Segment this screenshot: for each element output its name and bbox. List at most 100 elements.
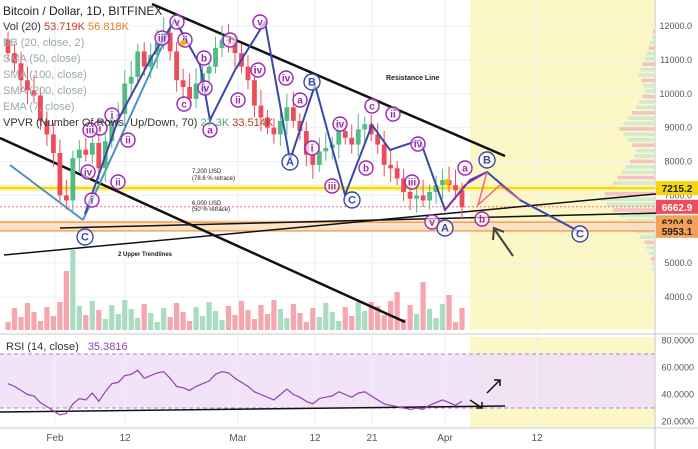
candle-body-19 [128, 76, 134, 84]
candle-body-13 [89, 142, 95, 155]
indicator-sma50[interactable]: SMA (50, close) [3, 53, 81, 65]
candle-body-2 [18, 63, 24, 81]
wave-label-circle-2 [82, 122, 98, 138]
arrow-head [492, 226, 505, 241]
volume-bar-26 [174, 303, 180, 330]
wave-label-17: a [297, 96, 303, 107]
vpvr-row-16 [627, 116, 655, 120]
vpvr-row-26 [621, 170, 655, 174]
candle-body-10 [70, 158, 76, 201]
volume-bars [5, 250, 465, 330]
volume-bar-12 [83, 315, 89, 330]
volume-bar-21 [141, 304, 147, 330]
volume-bar-54 [355, 302, 361, 330]
vpvr-row-32 [606, 202, 655, 207]
wave-label-25: c [369, 102, 375, 113]
candle-body-16 [109, 117, 115, 142]
vpvr-row-7 [640, 67, 655, 72]
volume-bar-24 [161, 308, 167, 330]
wave-label-circle-14 [250, 62, 266, 78]
upper-trendline-1 [3, 189, 698, 256]
candle-body-66 [433, 185, 439, 192]
wave-label-29: v [429, 218, 435, 229]
wave-label-circle-24 [358, 160, 374, 176]
candle-body-63 [414, 195, 419, 199]
wave-label-circle-36 [84, 192, 100, 208]
candle-body-57 [375, 134, 381, 145]
volume-bar-66 [433, 318, 439, 330]
indicator-sma100[interactable]: SMA (100, close) [3, 69, 87, 81]
wave-label-10: iv [201, 84, 210, 95]
volume-bar-63 [414, 314, 420, 330]
rsi-trendline [0, 405, 506, 413]
volume-bar-3 [24, 303, 31, 330]
vpvr-row-9 [641, 78, 655, 83]
volume-bar-38 [251, 319, 258, 330]
vpvr-row-17 [623, 121, 655, 126]
vpvr-row-41 [648, 251, 655, 255]
vpvr-row-33 [613, 208, 655, 212]
volume-bar-5 [37, 321, 44, 330]
marker-dot-2 [444, 179, 450, 185]
vpvr-legend[interactable]: VPVR (Number Of Rows, Up/Down, 70) 27.3K… [3, 115, 273, 131]
candle-body-1 [12, 53, 17, 64]
candle-body-51 [336, 131, 342, 145]
candle-body-61 [401, 178, 407, 192]
wave-label-circle-33 [478, 151, 496, 169]
volume-bar-69 [452, 322, 459, 330]
candle-body-27 [180, 80, 186, 87]
wave-label-0: i [99, 124, 102, 135]
wave-label-5: iii [158, 34, 167, 45]
vpvr-row-25 [625, 165, 655, 169]
vpvr-row-3 [648, 46, 655, 50]
volume-bar-1 [11, 308, 18, 330]
annotation-trendlines: 2 Upper Trendlines [118, 252, 173, 258]
wave-label-circle-32 [474, 211, 490, 227]
wave-label-34: C [576, 229, 584, 241]
wave-label-circle-9 [176, 96, 192, 112]
wave-label-circle-34 [571, 225, 589, 243]
rsi-title: RSI (14, close) [6, 341, 79, 353]
rsi-legend[interactable]: RSI (14, close) 35.3816 [6, 341, 128, 353]
time-tick-6: 12 [531, 433, 543, 444]
wave-label-circle-12 [222, 32, 238, 48]
volume-bar-15 [102, 319, 108, 330]
price-tag-bg-3 [656, 223, 698, 238]
vol-legend[interactable]: Vol (20) 53.719K 56.818K [3, 19, 273, 35]
candle-body-37 [245, 66, 251, 81]
volume-bar-49 [323, 303, 329, 330]
rsi-arrow-down [469, 399, 483, 409]
indicator-sma200[interactable]: SMA (200, close) [3, 85, 87, 97]
candle-body-21 [141, 51, 147, 67]
volume-bar-43 [284, 318, 290, 330]
vol-value-1: 53.719K [43, 21, 85, 33]
price-tag-3: 5953.1 [662, 227, 693, 238]
volume-bar-41 [271, 300, 277, 330]
volume-bar-64 [420, 282, 426, 330]
indicator-ema7[interactable]: EMA (7, close) [3, 101, 75, 113]
chart-title[interactable]: Bitcoin / Dollar, 1D, BITFINEX [3, 4, 163, 18]
vpvr-row-14 [636, 105, 655, 110]
time-tick-0: Feb [46, 433, 64, 444]
wave-label-circle-11 [202, 122, 218, 138]
wave-label-23: C [348, 195, 356, 207]
indicator-bb[interactable]: BB (20, close, 2) [3, 37, 85, 49]
vpvr-label: VPVR (Number Of Rows, Up/Down, 70) [3, 117, 198, 129]
candle-body-69 [453, 185, 458, 191]
volume-bar-19 [128, 309, 134, 330]
wave-label-13: v [257, 18, 263, 29]
volume-bar-9 [63, 271, 69, 330]
candle-body-39 [258, 105, 264, 118]
wave-label-27: iv [414, 140, 423, 151]
trendlines [0, 2, 698, 413]
time-axis: Feb 12 Mar 12 21 Apr 12 [46, 433, 543, 444]
price-tag-bg-0 [656, 181, 698, 196]
volume-bar-37 [245, 310, 251, 330]
candle-body-12 [83, 149, 89, 155]
annotation-resistance: Resistance Line [386, 75, 439, 82]
volume-bar-46 [303, 322, 309, 330]
candle-body-67 [440, 180, 445, 186]
